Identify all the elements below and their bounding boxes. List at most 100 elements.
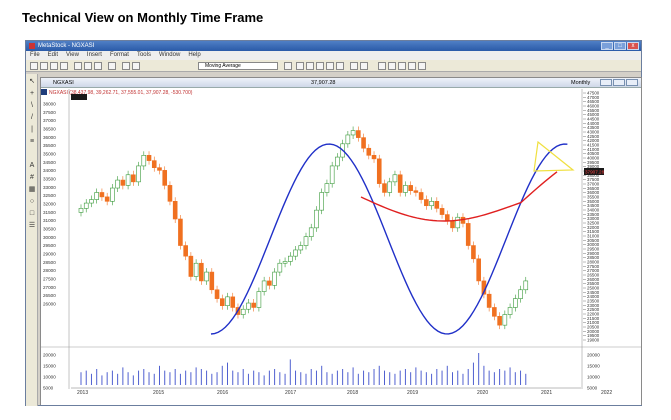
right-price-tick: 41000	[587, 147, 600, 152]
chart-background	[41, 89, 641, 405]
candle	[439, 208, 445, 215]
candle	[104, 196, 110, 202]
left-price-tick: 37500	[43, 110, 56, 115]
maximize-button[interactable]: □	[614, 42, 626, 50]
candle	[350, 130, 356, 136]
app-icon	[29, 43, 35, 49]
candle	[172, 201, 178, 220]
explorer-icon[interactable]	[306, 62, 314, 70]
trendline-icon[interactable]: \	[31, 102, 33, 109]
candle	[136, 165, 141, 183]
candle	[120, 179, 126, 186]
right-price-tick: 38000	[587, 173, 600, 178]
candle	[204, 271, 209, 282]
right-price-tick: 31500	[587, 229, 600, 234]
right-price-tick: 19500	[587, 333, 600, 338]
page-heading: Technical View on Monthly Time Frame	[22, 10, 264, 25]
right-price-tick: 46500	[587, 99, 600, 104]
right-price-tick: 25000	[587, 286, 600, 291]
expert-icon[interactable]	[296, 62, 304, 70]
chart-period: Monthly	[571, 80, 591, 86]
bull-icon[interactable]	[326, 62, 334, 70]
grid-icon[interactable]: ▦	[28, 186, 36, 193]
layout-5-icon[interactable]	[418, 62, 426, 70]
left-price-tick: 28000	[43, 268, 56, 273]
candle	[225, 296, 230, 306]
close-button[interactable]: x	[627, 42, 639, 50]
menu-file[interactable]: File	[30, 52, 40, 58]
app-title: MetaStock - NGXASI	[38, 43, 95, 49]
layout-3-icon[interactable]	[398, 62, 406, 70]
scale-icon[interactable]	[360, 62, 368, 70]
chart-restore-button[interactable]	[613, 79, 625, 86]
zoom-icon[interactable]	[132, 62, 140, 70]
triangle-pattern	[533, 140, 575, 172]
candle	[308, 227, 314, 237]
layout-4-icon[interactable]	[408, 62, 416, 70]
channel-icon[interactable]: #	[30, 174, 34, 181]
copy-icon[interactable]	[84, 62, 92, 70]
fibonacci-icon[interactable]: ≡	[29, 138, 35, 145]
chart-minimize-button[interactable]	[600, 79, 612, 86]
bear-icon[interactable]	[336, 62, 344, 70]
candle	[288, 255, 293, 262]
right-price-tick: 27000	[587, 268, 600, 273]
chart-symbol: NGXASI	[53, 80, 74, 86]
x-tick-label: 2020	[477, 390, 488, 396]
candle	[251, 302, 256, 308]
candle	[392, 174, 398, 183]
price-chart[interactable]: NGXASI (38,437.98, 39,262.71, 37,555.01,…	[41, 89, 641, 405]
menu-tools[interactable]: Tools	[136, 52, 151, 58]
candle	[298, 245, 304, 251]
cycle-icon[interactable]: ☰	[28, 222, 36, 229]
new-icon[interactable]	[30, 62, 38, 70]
print-icon[interactable]	[60, 62, 68, 70]
bars-icon[interactable]	[350, 62, 358, 70]
volume-tick-left: 15000	[43, 364, 56, 369]
candle	[507, 307, 513, 315]
menu-help[interactable]: Help	[188, 52, 201, 58]
crosshair-tool-icon[interactable]: +	[29, 90, 35, 97]
indicator-select[interactable]: Moving Average	[198, 62, 278, 70]
candle	[293, 249, 298, 257]
ellipse-icon[interactable]: ○	[29, 198, 35, 205]
cut-icon[interactable]	[74, 62, 82, 70]
layout-1-icon[interactable]	[378, 62, 386, 70]
left-price-tick: 32500	[43, 193, 56, 198]
text-tool-icon[interactable]: A	[29, 162, 35, 169]
right-price-tick: 37000	[587, 182, 600, 187]
rectangle-icon[interactable]: □	[29, 210, 35, 217]
crosshair-icon[interactable]	[122, 62, 130, 70]
menu-view[interactable]: View	[66, 52, 79, 58]
menu-format[interactable]: Format	[109, 52, 129, 58]
drawing-toolbar: ↖ + \ / | ≡ A # ▦ ○ □ ☰	[26, 74, 38, 406]
right-price-tick: 26000	[587, 277, 600, 282]
right-price-tick: 47000	[587, 95, 600, 100]
layout-2-icon[interactable]	[388, 62, 396, 70]
chart-close-button[interactable]	[626, 79, 638, 86]
undo-icon[interactable]	[108, 62, 116, 70]
candle	[183, 245, 188, 257]
left-price-tick: 34500	[43, 160, 56, 165]
candle	[94, 192, 99, 200]
ray-icon[interactable]: /	[31, 114, 33, 121]
menu-edit[interactable]: Edit	[47, 52, 59, 58]
menu-window[interactable]: Window	[158, 52, 181, 58]
indicator-dropdown-icon[interactable]	[284, 62, 292, 70]
minimize-button[interactable]: _	[601, 42, 613, 50]
candle	[497, 316, 502, 326]
vertical-line-icon[interactable]: |	[31, 126, 33, 133]
candle	[78, 208, 84, 213]
volume-tick-right: 5000	[587, 386, 598, 391]
pointer-icon[interactable]: ↖	[29, 78, 35, 85]
save-icon[interactable]	[50, 62, 58, 70]
candle	[83, 202, 89, 209]
system-tester-icon[interactable]	[316, 62, 324, 70]
open-icon[interactable]	[40, 62, 48, 70]
candle	[523, 280, 529, 291]
candle	[214, 289, 220, 299]
menu-insert[interactable]: Insert	[86, 52, 102, 58]
paste-icon[interactable]	[94, 62, 102, 70]
right-price-tick: 39000	[587, 164, 600, 169]
candle	[246, 302, 251, 310]
